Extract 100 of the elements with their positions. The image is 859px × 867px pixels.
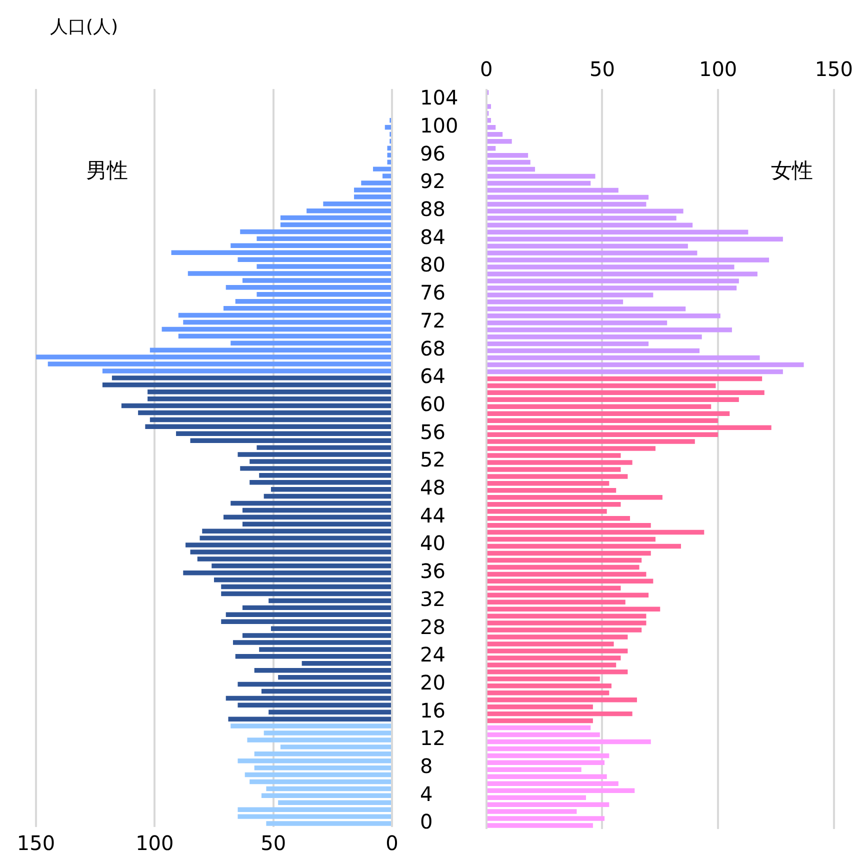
bar xyxy=(487,522,651,528)
y-tick-label: 60 xyxy=(420,392,446,416)
bar xyxy=(487,550,651,556)
bar xyxy=(487,327,732,332)
bar xyxy=(256,236,391,242)
bar xyxy=(102,368,391,374)
y-tick-label: 20 xyxy=(420,670,446,694)
bar xyxy=(240,229,391,234)
bar xyxy=(242,508,391,513)
bar xyxy=(487,558,642,563)
bar xyxy=(280,215,391,220)
bar xyxy=(387,160,391,164)
bar xyxy=(487,118,491,123)
bar xyxy=(487,684,612,688)
bar xyxy=(250,459,391,464)
text: 男性 xyxy=(86,158,128,182)
y-tick-label: 40 xyxy=(420,531,446,556)
x-tick-label: 50 xyxy=(260,831,286,856)
bar xyxy=(487,578,654,584)
bar xyxy=(256,445,391,450)
bar xyxy=(487,166,536,172)
bar xyxy=(487,432,718,437)
bar xyxy=(223,514,391,520)
bar xyxy=(235,654,391,659)
bar xyxy=(238,814,391,819)
bar xyxy=(186,542,391,548)
bar xyxy=(302,661,391,666)
bar xyxy=(487,670,628,674)
y-tick-label: 32 xyxy=(420,586,446,611)
y-tick-label: 0 xyxy=(420,810,433,834)
bar xyxy=(487,781,618,786)
bar xyxy=(487,732,600,738)
bar xyxy=(487,425,772,430)
bar xyxy=(373,166,391,172)
bar xyxy=(487,634,628,640)
bar xyxy=(238,682,391,687)
bar xyxy=(487,467,621,472)
y-tick-label: 28 xyxy=(420,614,446,639)
bar xyxy=(264,730,391,736)
bar xyxy=(323,202,391,206)
bar xyxy=(264,494,391,499)
bar xyxy=(487,397,739,402)
bar xyxy=(487,600,626,604)
bar xyxy=(190,438,391,443)
bar xyxy=(487,174,596,179)
bar xyxy=(238,702,391,708)
bar xyxy=(221,584,391,590)
bar xyxy=(244,772,391,778)
bar xyxy=(306,208,391,214)
bar xyxy=(487,286,737,290)
bar xyxy=(361,180,391,186)
bar xyxy=(487,264,734,270)
bar xyxy=(121,403,391,408)
bar xyxy=(487,502,621,507)
bar xyxy=(138,410,391,416)
bar xyxy=(487,188,618,193)
bar xyxy=(487,564,640,570)
bar xyxy=(270,626,391,631)
y-tick-label: 76 xyxy=(420,280,446,305)
bar xyxy=(112,376,391,380)
bar xyxy=(178,312,391,318)
bar xyxy=(487,208,684,214)
bar xyxy=(487,606,660,612)
y-tick-label: 100 xyxy=(420,113,458,138)
bar xyxy=(221,591,391,596)
bar xyxy=(230,340,391,346)
bar xyxy=(487,216,676,221)
bar xyxy=(487,278,739,284)
chart-title: 人口(人) xyxy=(50,16,118,38)
bar xyxy=(487,656,621,660)
bar xyxy=(487,508,607,514)
bar xyxy=(487,222,693,228)
bar xyxy=(487,704,593,710)
bar xyxy=(238,257,391,262)
bar xyxy=(36,354,391,360)
bar xyxy=(354,194,391,200)
bar xyxy=(487,230,748,234)
bar xyxy=(487,586,621,591)
bar xyxy=(230,724,391,728)
bar xyxy=(487,697,637,702)
bar xyxy=(221,619,391,624)
bar xyxy=(148,389,391,394)
bar xyxy=(487,530,704,535)
bar xyxy=(228,716,391,722)
bar xyxy=(487,453,621,458)
x-tick-label: 100 xyxy=(698,57,738,82)
bar xyxy=(197,556,391,562)
bar xyxy=(487,572,646,577)
bar xyxy=(202,528,391,534)
bar xyxy=(150,417,391,422)
bar xyxy=(487,314,720,318)
bar xyxy=(487,536,656,542)
bar xyxy=(256,264,391,269)
y-tick-label: 36 xyxy=(420,559,446,584)
bar xyxy=(280,222,391,228)
bar xyxy=(150,348,391,352)
bar xyxy=(200,536,391,540)
bar xyxy=(487,620,646,626)
y-tick-label: 4 xyxy=(420,782,433,806)
y-tick-label: 56 xyxy=(420,420,446,444)
